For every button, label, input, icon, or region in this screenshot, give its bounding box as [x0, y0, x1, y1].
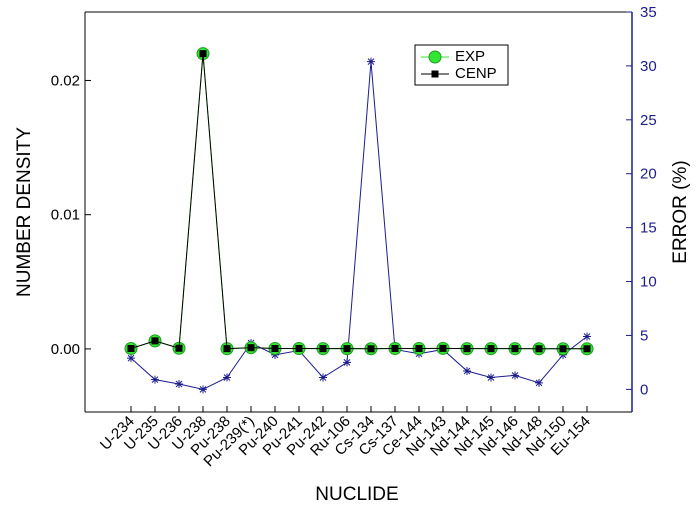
marker — [511, 371, 519, 380]
x-axis-label: NUCLIDE — [315, 484, 398, 505]
marker — [367, 57, 375, 66]
marker — [463, 345, 471, 353]
marker — [319, 345, 327, 353]
legend-marker — [431, 70, 439, 78]
y2-tick-label: 35 — [640, 4, 657, 21]
y-axis-label: NUMBER DENSITY — [14, 127, 35, 297]
marker — [295, 345, 303, 353]
y2-tick-label: 10 — [640, 274, 657, 291]
marker — [415, 345, 423, 353]
marker — [343, 358, 351, 367]
marker — [535, 378, 543, 387]
marker — [127, 354, 135, 363]
y2-tick-label: 5 — [640, 327, 648, 344]
marker — [199, 50, 207, 58]
marker — [319, 373, 327, 382]
marker — [391, 345, 399, 353]
marker — [223, 373, 231, 382]
legend-marker — [428, 50, 442, 64]
marker — [583, 345, 591, 353]
marker — [487, 373, 495, 382]
series-line — [130, 61, 588, 390]
marker — [271, 345, 279, 353]
y-tick-label: 0.01 — [51, 207, 80, 224]
marker — [583, 332, 591, 341]
legend-label: EXP — [455, 48, 485, 65]
marker — [439, 344, 447, 352]
y2-tick-label: 15 — [640, 220, 657, 237]
marker — [511, 345, 519, 353]
marker — [151, 375, 159, 384]
y2-axis-label: ERROR (%) — [670, 160, 691, 263]
y2-tick-label: 30 — [640, 58, 657, 75]
y-tick-label: 0.00 — [51, 341, 80, 358]
marker — [199, 385, 207, 394]
marker — [151, 337, 159, 345]
marker — [535, 345, 543, 353]
marker — [463, 367, 471, 376]
y2-tick-label: 20 — [640, 166, 657, 183]
y2-tick-label: 25 — [640, 112, 657, 129]
marker — [343, 345, 351, 353]
legend-label: CENP — [455, 65, 497, 82]
marker — [175, 344, 183, 352]
marker — [175, 379, 183, 388]
y-tick-label: 0.02 — [51, 72, 80, 89]
legend-box — [414, 44, 509, 86]
marker — [487, 345, 495, 353]
marker — [127, 345, 135, 353]
series-line — [130, 53, 587, 350]
marker — [223, 345, 231, 353]
marker — [559, 345, 567, 353]
marker — [367, 345, 375, 353]
y2-tick-label: 0 — [640, 381, 648, 398]
marker — [247, 344, 255, 352]
